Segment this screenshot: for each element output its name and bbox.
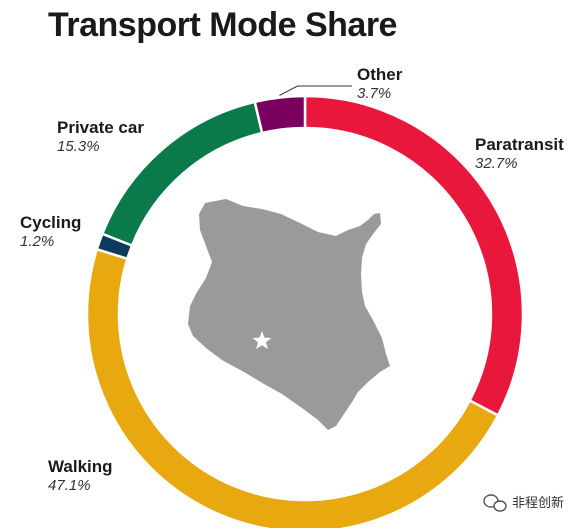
value-label-private-car: 15.3% <box>57 138 100 155</box>
category-label-other: Other <box>357 65 403 84</box>
kenya-map <box>188 199 390 430</box>
watermark-text: 非程创新 <box>512 495 564 511</box>
watermark: 非程创新 <box>483 494 564 512</box>
donut-slices <box>85 94 525 528</box>
leader-line-other <box>279 85 352 96</box>
wechat-icon <box>483 494 507 512</box>
value-label-walking: 47.1% <box>48 477 91 494</box>
category-label-walking: Walking <box>48 457 113 476</box>
label-leaders <box>279 85 352 96</box>
chart-title: Transport Mode Share <box>48 6 397 44</box>
slice-other <box>253 94 307 135</box>
category-label-cycling: Cycling <box>20 213 81 232</box>
value-label-other: 3.7% <box>357 85 391 102</box>
category-label-paratransit: Paratransit <box>475 135 564 154</box>
value-label-paratransit: 32.7% <box>475 155 518 172</box>
category-label-private-car: Private car <box>57 118 144 137</box>
value-label-cycling: 1.2% <box>20 233 54 250</box>
star-icon <box>252 331 272 350</box>
